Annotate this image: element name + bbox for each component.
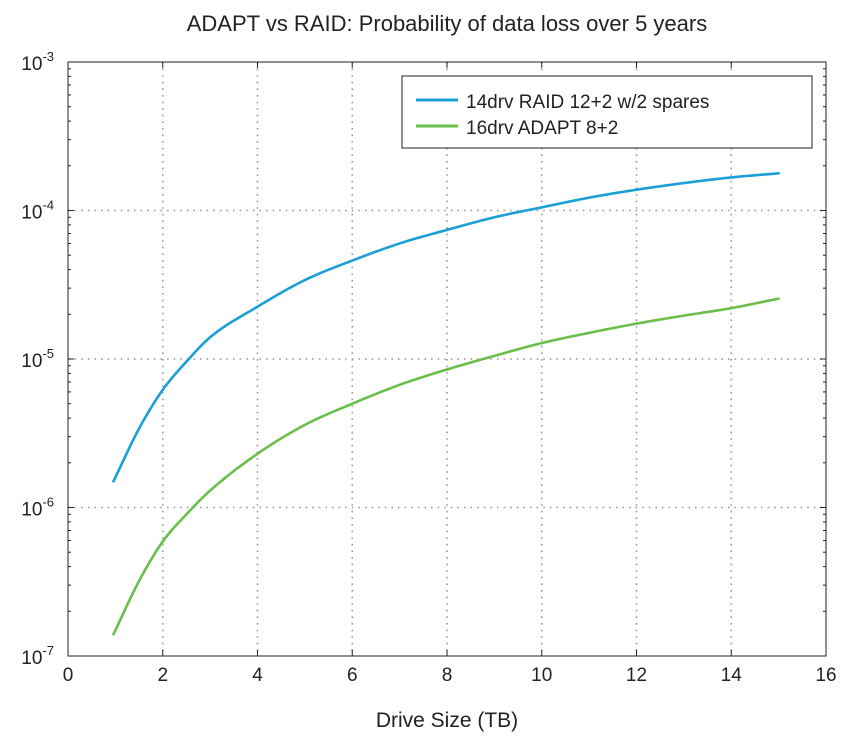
series-line-0 xyxy=(112,172,780,483)
y-tick-label: 10-4 xyxy=(21,198,54,224)
x-tick-label: 10 xyxy=(531,665,552,686)
chart-title: ADAPT vs RAID: Probability of data loss … xyxy=(187,11,707,36)
x-axis-ticks: 0 2 4 6 8 10 12 14 16 xyxy=(63,62,837,686)
legend-label-adapt: 16drv ADAPT 8+2 xyxy=(466,118,618,139)
x-tick-label: 6 xyxy=(347,665,358,686)
x-tick-label: 8 xyxy=(442,665,453,686)
legend-box xyxy=(401,75,813,149)
y-tick-label: 10-7 xyxy=(21,643,54,669)
x-tick-label: 2 xyxy=(157,665,168,686)
x-tick-label: 0 xyxy=(63,665,74,686)
legend-label-raid: 14drv RAID 12+2 w/2 spares xyxy=(466,92,709,113)
series-lines xyxy=(112,172,780,636)
gridlines xyxy=(68,62,826,656)
y-tick-label: 10-3 xyxy=(21,49,54,75)
legend: 14drv RAID 12+2 w/2 spares 16drv ADAPT 8… xyxy=(401,75,813,149)
y-tick-label: 10-6 xyxy=(21,495,54,521)
x-tick-label: 14 xyxy=(721,665,743,686)
x-tick-label: 16 xyxy=(815,665,836,686)
x-tick-label: 12 xyxy=(626,665,647,686)
y-tick-label: 10-5 xyxy=(21,346,54,372)
y-axis-ticks: 10-7 10-6 10-5 10-4 10-3 xyxy=(21,49,826,669)
series-line-1 xyxy=(112,297,780,636)
x-tick-label: 4 xyxy=(252,665,263,686)
x-axis-label: Drive Size (TB) xyxy=(376,709,518,732)
